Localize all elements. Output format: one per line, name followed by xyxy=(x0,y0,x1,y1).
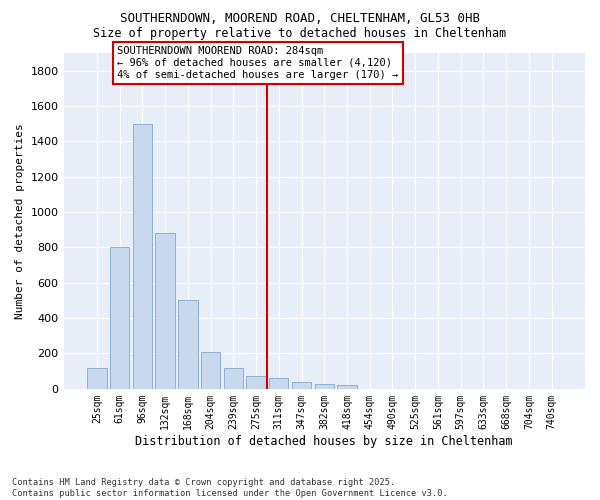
Text: Size of property relative to detached houses in Cheltenham: Size of property relative to detached ho… xyxy=(94,28,506,40)
Text: Contains HM Land Registry data © Crown copyright and database right 2025.
Contai: Contains HM Land Registry data © Crown c… xyxy=(12,478,448,498)
Bar xyxy=(247,376,266,389)
Bar xyxy=(178,300,197,389)
Bar xyxy=(110,248,130,389)
Bar xyxy=(87,368,107,389)
Y-axis label: Number of detached properties: Number of detached properties xyxy=(15,123,25,318)
Bar xyxy=(201,352,220,389)
Bar xyxy=(292,382,311,389)
Bar xyxy=(269,378,289,389)
Bar xyxy=(155,233,175,389)
Bar xyxy=(314,384,334,389)
Text: SOUTHERNDOWN, MOOREND ROAD, CHELTENHAM, GL53 0HB: SOUTHERNDOWN, MOOREND ROAD, CHELTENHAM, … xyxy=(120,12,480,26)
Bar xyxy=(224,368,243,389)
Bar xyxy=(133,124,152,389)
Bar xyxy=(337,386,356,389)
Text: SOUTHERNDOWN MOOREND ROAD: 284sqm
← 96% of detached houses are smaller (4,120)
4: SOUTHERNDOWN MOOREND ROAD: 284sqm ← 96% … xyxy=(118,46,398,80)
X-axis label: Distribution of detached houses by size in Cheltenham: Distribution of detached houses by size … xyxy=(136,434,513,448)
